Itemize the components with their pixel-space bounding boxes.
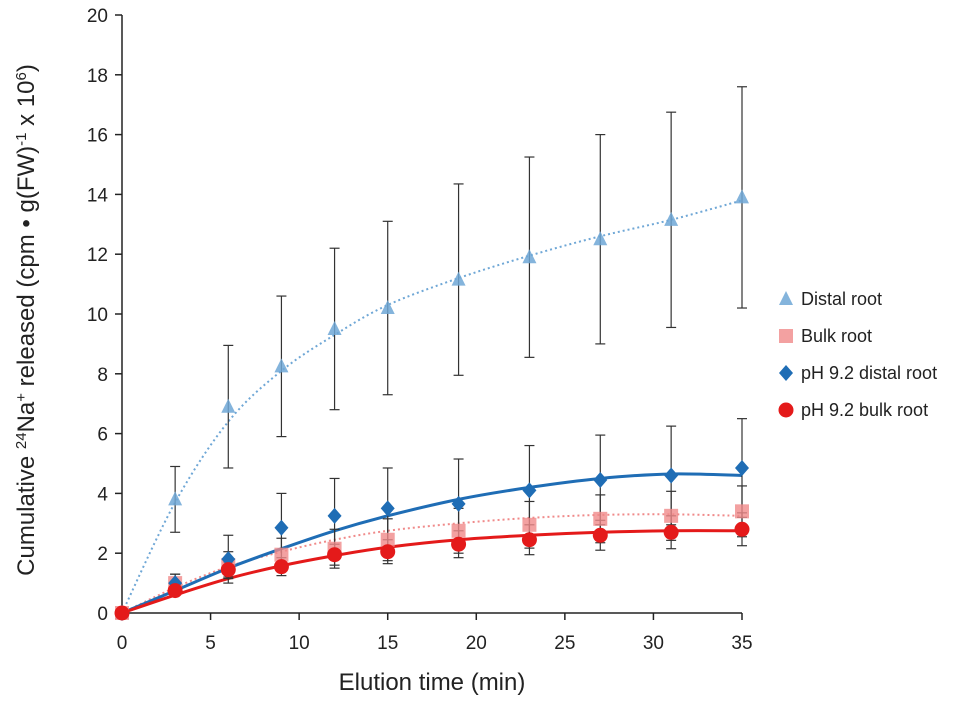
data-point bbox=[593, 231, 608, 246]
y-tick-label: 8 bbox=[97, 365, 108, 386]
y-tick-label: 0 bbox=[97, 604, 108, 625]
legend-label: pH 9.2 distal root bbox=[801, 363, 937, 383]
y-axis-title: Cumulative 24Na+ released (cpm • g(FW)-1… bbox=[13, 64, 41, 576]
data-point bbox=[735, 504, 749, 519]
x-tick-label: 5 bbox=[205, 633, 216, 654]
y-tick-label: 20 bbox=[87, 6, 108, 27]
x-tick-label: 15 bbox=[377, 633, 398, 654]
data-point bbox=[521, 532, 537, 548]
y-tick-label: 18 bbox=[87, 66, 108, 87]
data-point bbox=[664, 508, 679, 523]
y-tick-label: 2 bbox=[97, 544, 108, 565]
legend-item: Distal root bbox=[779, 289, 882, 309]
legend-marker bbox=[779, 329, 793, 343]
data-point bbox=[380, 500, 395, 517]
data-point bbox=[522, 482, 537, 499]
data-point bbox=[274, 547, 289, 562]
data-point bbox=[167, 583, 183, 599]
y-axis-title-part: ) bbox=[13, 64, 40, 72]
data-point bbox=[522, 249, 537, 264]
y-axis-title-superscript: -1 bbox=[13, 133, 30, 146]
data-point bbox=[221, 398, 236, 413]
error-bars bbox=[170, 86, 747, 596]
data-point bbox=[734, 521, 750, 537]
x-tick-label: 30 bbox=[643, 633, 664, 654]
data-point bbox=[380, 532, 395, 547]
data-point bbox=[735, 459, 749, 476]
data-point bbox=[380, 300, 395, 315]
data-point bbox=[664, 467, 679, 484]
data-point bbox=[274, 358, 289, 373]
y-axis-title-part: released (cpm • g(FW) bbox=[13, 146, 40, 393]
data-point bbox=[274, 519, 289, 536]
x-tick-label: 20 bbox=[466, 633, 487, 654]
data-point bbox=[220, 562, 236, 578]
y-tick-label: 12 bbox=[87, 245, 108, 266]
legend-label: Distal root bbox=[801, 289, 882, 309]
legend-marker bbox=[779, 365, 793, 381]
y-tick-label: 14 bbox=[87, 185, 109, 206]
x-tick-label: 35 bbox=[731, 633, 752, 654]
legend-item: pH 9.2 bulk root bbox=[778, 400, 928, 420]
y-tick-label: 10 bbox=[87, 305, 108, 326]
data-point bbox=[522, 517, 537, 532]
legend: Distal root Bulk root pH 9.2 distal root pH… bbox=[778, 289, 937, 420]
data-point bbox=[451, 536, 467, 552]
legend-item: Bulk root bbox=[779, 326, 872, 346]
y-tick-label: 4 bbox=[97, 484, 108, 505]
trendline-series-2 bbox=[121, 472, 743, 615]
y-tick-label: 6 bbox=[97, 425, 108, 446]
legend-item: pH 9.2 distal root bbox=[779, 363, 937, 383]
data-point bbox=[327, 547, 343, 563]
y-axis-title-part: Na bbox=[13, 401, 40, 432]
legend-marker bbox=[778, 402, 794, 418]
legend-label: Bulk root bbox=[801, 326, 872, 346]
data-point bbox=[451, 495, 466, 512]
data-point bbox=[380, 544, 396, 560]
data-point bbox=[327, 320, 342, 335]
trendline-series-1 bbox=[121, 513, 743, 614]
data-point bbox=[593, 511, 608, 526]
data-point bbox=[735, 189, 749, 204]
x-tick-label: 25 bbox=[554, 633, 575, 654]
y-axis-title-part: Cumulative bbox=[13, 449, 40, 576]
y-axis-title-part: x 10 bbox=[13, 80, 40, 132]
data-point bbox=[451, 523, 466, 538]
y-tick-label: 16 bbox=[87, 126, 108, 147]
trendline-series-0 bbox=[121, 199, 743, 614]
x-axis-title: Elution time (min) bbox=[339, 669, 526, 696]
data-point bbox=[327, 507, 342, 524]
y-axis-title-superscript: + bbox=[13, 393, 30, 402]
legend-label: pH 9.2 bulk root bbox=[801, 400, 928, 420]
data-point bbox=[114, 605, 130, 621]
data-points bbox=[114, 189, 750, 621]
data-point bbox=[664, 211, 679, 226]
legend-marker bbox=[779, 291, 793, 305]
data-point bbox=[451, 271, 466, 286]
x-tick-label: 0 bbox=[117, 633, 128, 654]
trendline-series-3 bbox=[121, 529, 743, 615]
data-point bbox=[663, 524, 679, 540]
data-point bbox=[592, 527, 608, 543]
y-axis-title-superscript: 24 bbox=[13, 432, 30, 449]
data-point bbox=[273, 559, 289, 575]
data-point bbox=[593, 471, 608, 488]
trendlines bbox=[121, 199, 743, 615]
data-point bbox=[168, 491, 183, 506]
x-tick-label: 10 bbox=[289, 633, 310, 654]
y-axis-title-superscript: 6 bbox=[13, 72, 30, 80]
